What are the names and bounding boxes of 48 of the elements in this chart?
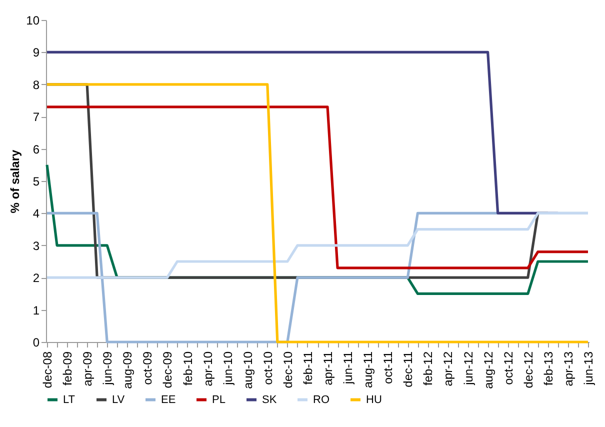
x-tick-label: dec-10: [280, 351, 295, 388]
x-tick-label: oct-10: [260, 351, 275, 385]
x-tick-label: aug-12: [481, 351, 496, 389]
x-tick-label: jun-09: [100, 351, 115, 386]
x-tick-label: feb-09: [60, 351, 75, 386]
legend-label: LT: [63, 394, 76, 406]
x-tick-label: jun-12: [461, 351, 476, 386]
y-tick-label: 10: [26, 14, 40, 28]
legend-label: RO: [313, 394, 330, 406]
x-tick-label: jun-10: [220, 351, 235, 386]
y-tick-label: 4: [32, 206, 40, 221]
legend-label: HU: [366, 394, 382, 406]
x-tick-label: aug-10: [240, 351, 255, 389]
y-tick-label: 1: [32, 303, 40, 318]
x-tick-label: feb-11: [300, 351, 315, 385]
y-tick-label: 7: [32, 110, 40, 124]
x-tick-label: dec-09: [160, 351, 175, 388]
x-tick-label: aug-11: [361, 351, 376, 388]
x-tick-label: apr-09: [80, 351, 95, 386]
y-tick-label: 2: [32, 271, 40, 286]
line-series: [46, 212, 590, 279]
legend-label: PL: [212, 394, 226, 406]
x-tick-label: apr-12: [441, 351, 456, 386]
y-tick-label: 9: [32, 46, 40, 60]
x-tick-label: feb-13: [541, 351, 556, 386]
y-tick-label: 5: [32, 174, 40, 188]
x-tick-label: jun-11: [341, 351, 356, 385]
x-tick-label: oct-09: [140, 351, 155, 385]
x-tick-label: dec-08: [40, 351, 54, 388]
legend-label: LV: [112, 394, 126, 406]
x-tick-label: oct-11: [381, 351, 396, 384]
x-tick-label: dec-12: [521, 351, 536, 388]
x-tick-label: jun-13: [582, 351, 596, 386]
x-tick-label: feb-10: [180, 351, 195, 386]
x-tick-label: oct-12: [501, 351, 516, 385]
y-axis-title: % of salary: [8, 150, 22, 214]
y-tick-label: 0: [32, 336, 40, 350]
x-tick-label: apr-11: [321, 351, 336, 386]
x-tick-label: aug-09: [120, 351, 135, 389]
legend-label: SK: [262, 394, 278, 406]
x-tick-label: feb-12: [421, 351, 436, 386]
y-tick-label: 6: [32, 142, 40, 156]
y-tick-label: 8: [32, 78, 40, 92]
legend-label: EE: [161, 394, 176, 406]
x-tick-label: dec-11: [401, 351, 416, 388]
x-tick-label: apr-13: [561, 351, 576, 386]
y-tick-label: 3: [32, 238, 40, 253]
x-tick-label: apr-10: [200, 351, 215, 386]
